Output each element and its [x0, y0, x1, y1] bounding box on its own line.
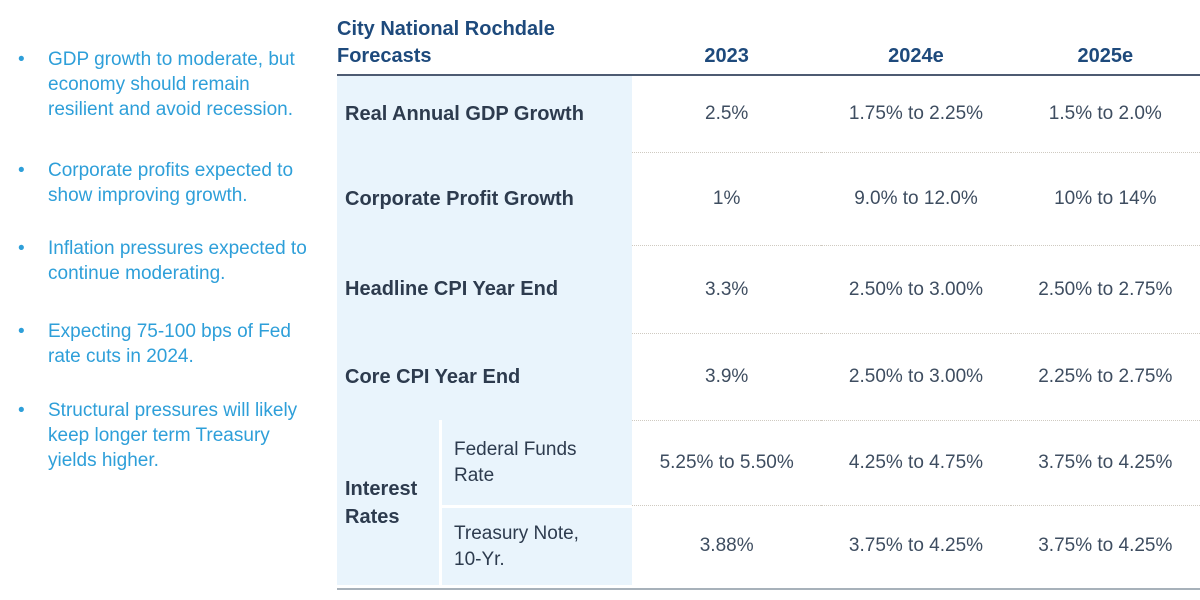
- cell-value: 2.50% to 3.00%: [821, 333, 1011, 420]
- table-row: Treasury Note, 10-Yr. 3.88% 3.75% to 4.2…: [442, 505, 1200, 585]
- bullet-text: Structural pressures will likely keep lo…: [48, 400, 298, 471]
- cell-value: 2.5%: [705, 103, 749, 124]
- cell-value: 3.3%: [632, 245, 822, 333]
- cell-value: 2.50% to 2.75%: [1010, 245, 1200, 333]
- cell-value: 4.25% to 4.75%: [821, 420, 1011, 505]
- bullet-marker: •: [18, 160, 25, 181]
- sub-row-label: Treasury Note, 10-Yr.: [442, 505, 632, 585]
- bullet-marker: •: [18, 49, 25, 70]
- forecast-table: City National Rochdale Forecasts 2023 20…: [337, 0, 1200, 590]
- bullet-marker: •: [18, 321, 25, 342]
- cell-value: 3.75% to 4.25%: [1010, 505, 1200, 585]
- cell-value: 1.75% to 2.25%: [848, 103, 984, 124]
- cell-value: 3.9%: [632, 333, 822, 420]
- table-row: Real Annual GDP Growth 2.5% 1.75% to 2.2…: [337, 76, 1200, 152]
- row-label: Headline CPI Year End: [337, 245, 632, 333]
- table-bottom-rule: [337, 588, 1200, 590]
- table-title-line2: Forecasts: [337, 45, 432, 67]
- column-header-2023: 2023: [704, 45, 749, 67]
- sub-row-label: Federal Funds Rate: [442, 420, 632, 505]
- column-header-2024e: 2024e: [888, 45, 944, 67]
- bullet-item: • Structural pressures will likely keep …: [18, 398, 318, 473]
- row-label: Core CPI Year End: [337, 333, 632, 420]
- group-label: Interest Rates: [337, 420, 439, 585]
- table-row: Federal Funds Rate 5.25% to 5.50% 4.25% …: [442, 420, 1200, 505]
- bullet-item: • GDP growth to moderate, but economy sh…: [18, 47, 318, 122]
- cell-value: 9.0% to 12.0%: [821, 152, 1011, 245]
- row-label: Real Annual GDP Growth: [337, 76, 632, 152]
- column-header-2025e: 2025e: [1077, 45, 1134, 67]
- bullet-marker: •: [18, 238, 25, 259]
- cell-value: 10% to 14%: [1010, 152, 1200, 245]
- bullet-text: GDP growth to moderate, but economy shou…: [48, 49, 295, 120]
- table-row: Headline CPI Year End 3.3% 2.50% to 3.00…: [337, 245, 1200, 333]
- group-rows: Federal Funds Rate 5.25% to 5.50% 4.25% …: [439, 420, 1200, 585]
- bullet-marker: •: [18, 400, 25, 421]
- cell-value: 3.88%: [632, 505, 822, 585]
- cell-value: 5.25% to 5.50%: [632, 420, 822, 505]
- bullet-list: • GDP growth to moderate, but economy sh…: [18, 47, 318, 473]
- cell-value: 1.5% to 2.0%: [1048, 103, 1162, 124]
- table-title: City National Rochdale Forecasts: [337, 16, 632, 70]
- cell-value: 3.75% to 4.25%: [1010, 420, 1200, 505]
- table-header-row: City National Rochdale Forecasts 2023 20…: [337, 0, 1200, 76]
- bullet-text: Inflation pressures expected to continue…: [48, 238, 307, 284]
- table-row: Core CPI Year End 3.9% 2.50% to 3.00% 2.…: [337, 333, 1200, 420]
- bullet-item: • Inflation pressures expected to contin…: [18, 236, 318, 286]
- cell-value: 2.25% to 2.75%: [1010, 333, 1200, 420]
- cell-value: 2.50% to 3.00%: [821, 245, 1011, 333]
- bullet-text: Expecting 75-100 bps of Fed rate cuts in…: [48, 321, 291, 367]
- table-title-line1: City National Rochdale: [337, 18, 555, 40]
- cell-value: 1%: [632, 152, 822, 245]
- bullet-text: Corporate profits expected to show impro…: [48, 160, 294, 206]
- cell-value: 3.75% to 4.25%: [821, 505, 1011, 585]
- bullet-item: • Expecting 75-100 bps of Fed rate cuts …: [18, 319, 318, 369]
- row-label: Corporate Profit Growth: [337, 152, 632, 245]
- table-row: Corporate Profit Growth 1% 9.0% to 12.0%…: [337, 152, 1200, 245]
- bullet-item: • Corporate profits expected to show imp…: [18, 158, 318, 208]
- interest-rates-group: Interest Rates Federal Funds Rate 5.25% …: [337, 420, 1200, 585]
